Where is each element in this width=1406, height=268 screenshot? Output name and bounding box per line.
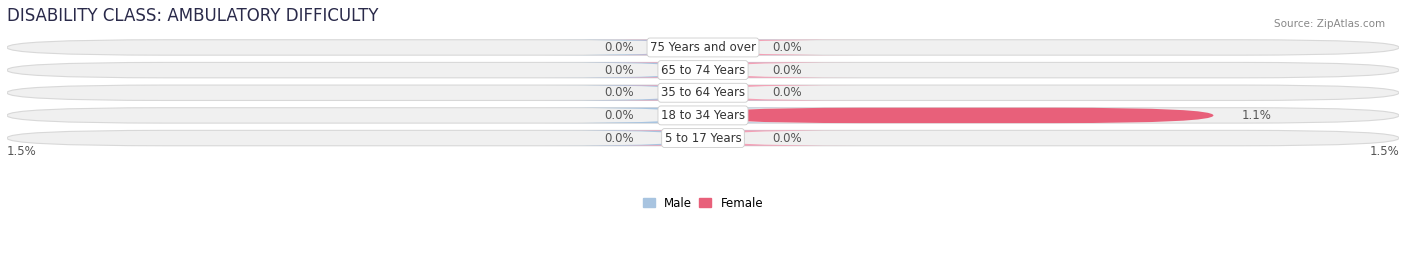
FancyBboxPatch shape: [586, 62, 860, 78]
FancyBboxPatch shape: [7, 62, 1399, 78]
FancyBboxPatch shape: [7, 85, 1399, 100]
FancyBboxPatch shape: [546, 130, 820, 146]
Text: 1.5%: 1.5%: [1369, 145, 1399, 158]
Text: 1.1%: 1.1%: [1241, 109, 1271, 122]
Text: 1.5%: 1.5%: [7, 145, 37, 158]
Text: 0.0%: 0.0%: [603, 109, 633, 122]
FancyBboxPatch shape: [546, 40, 820, 55]
Text: 75 Years and over: 75 Years and over: [650, 41, 756, 54]
FancyBboxPatch shape: [703, 108, 1213, 123]
Text: 0.0%: 0.0%: [603, 41, 633, 54]
Text: 0.0%: 0.0%: [773, 86, 803, 99]
FancyBboxPatch shape: [7, 40, 1399, 55]
Text: 0.0%: 0.0%: [773, 41, 803, 54]
Text: 0.0%: 0.0%: [603, 86, 633, 99]
Text: 0.0%: 0.0%: [603, 64, 633, 77]
Legend: Male, Female: Male, Female: [638, 192, 768, 214]
FancyBboxPatch shape: [546, 62, 820, 78]
Text: DISABILITY CLASS: AMBULATORY DIFFICULTY: DISABILITY CLASS: AMBULATORY DIFFICULTY: [7, 7, 378, 25]
FancyBboxPatch shape: [7, 108, 1399, 123]
Text: 0.0%: 0.0%: [773, 132, 803, 144]
Text: 5 to 17 Years: 5 to 17 Years: [665, 132, 741, 144]
Text: 0.0%: 0.0%: [603, 132, 633, 144]
FancyBboxPatch shape: [546, 108, 820, 123]
Text: Source: ZipAtlas.com: Source: ZipAtlas.com: [1274, 19, 1385, 29]
FancyBboxPatch shape: [7, 130, 1399, 146]
FancyBboxPatch shape: [586, 85, 860, 100]
Text: 65 to 74 Years: 65 to 74 Years: [661, 64, 745, 77]
Text: 18 to 34 Years: 18 to 34 Years: [661, 109, 745, 122]
FancyBboxPatch shape: [546, 85, 820, 100]
Text: 35 to 64 Years: 35 to 64 Years: [661, 86, 745, 99]
Text: 0.0%: 0.0%: [773, 64, 803, 77]
FancyBboxPatch shape: [586, 130, 860, 146]
FancyBboxPatch shape: [586, 40, 860, 55]
